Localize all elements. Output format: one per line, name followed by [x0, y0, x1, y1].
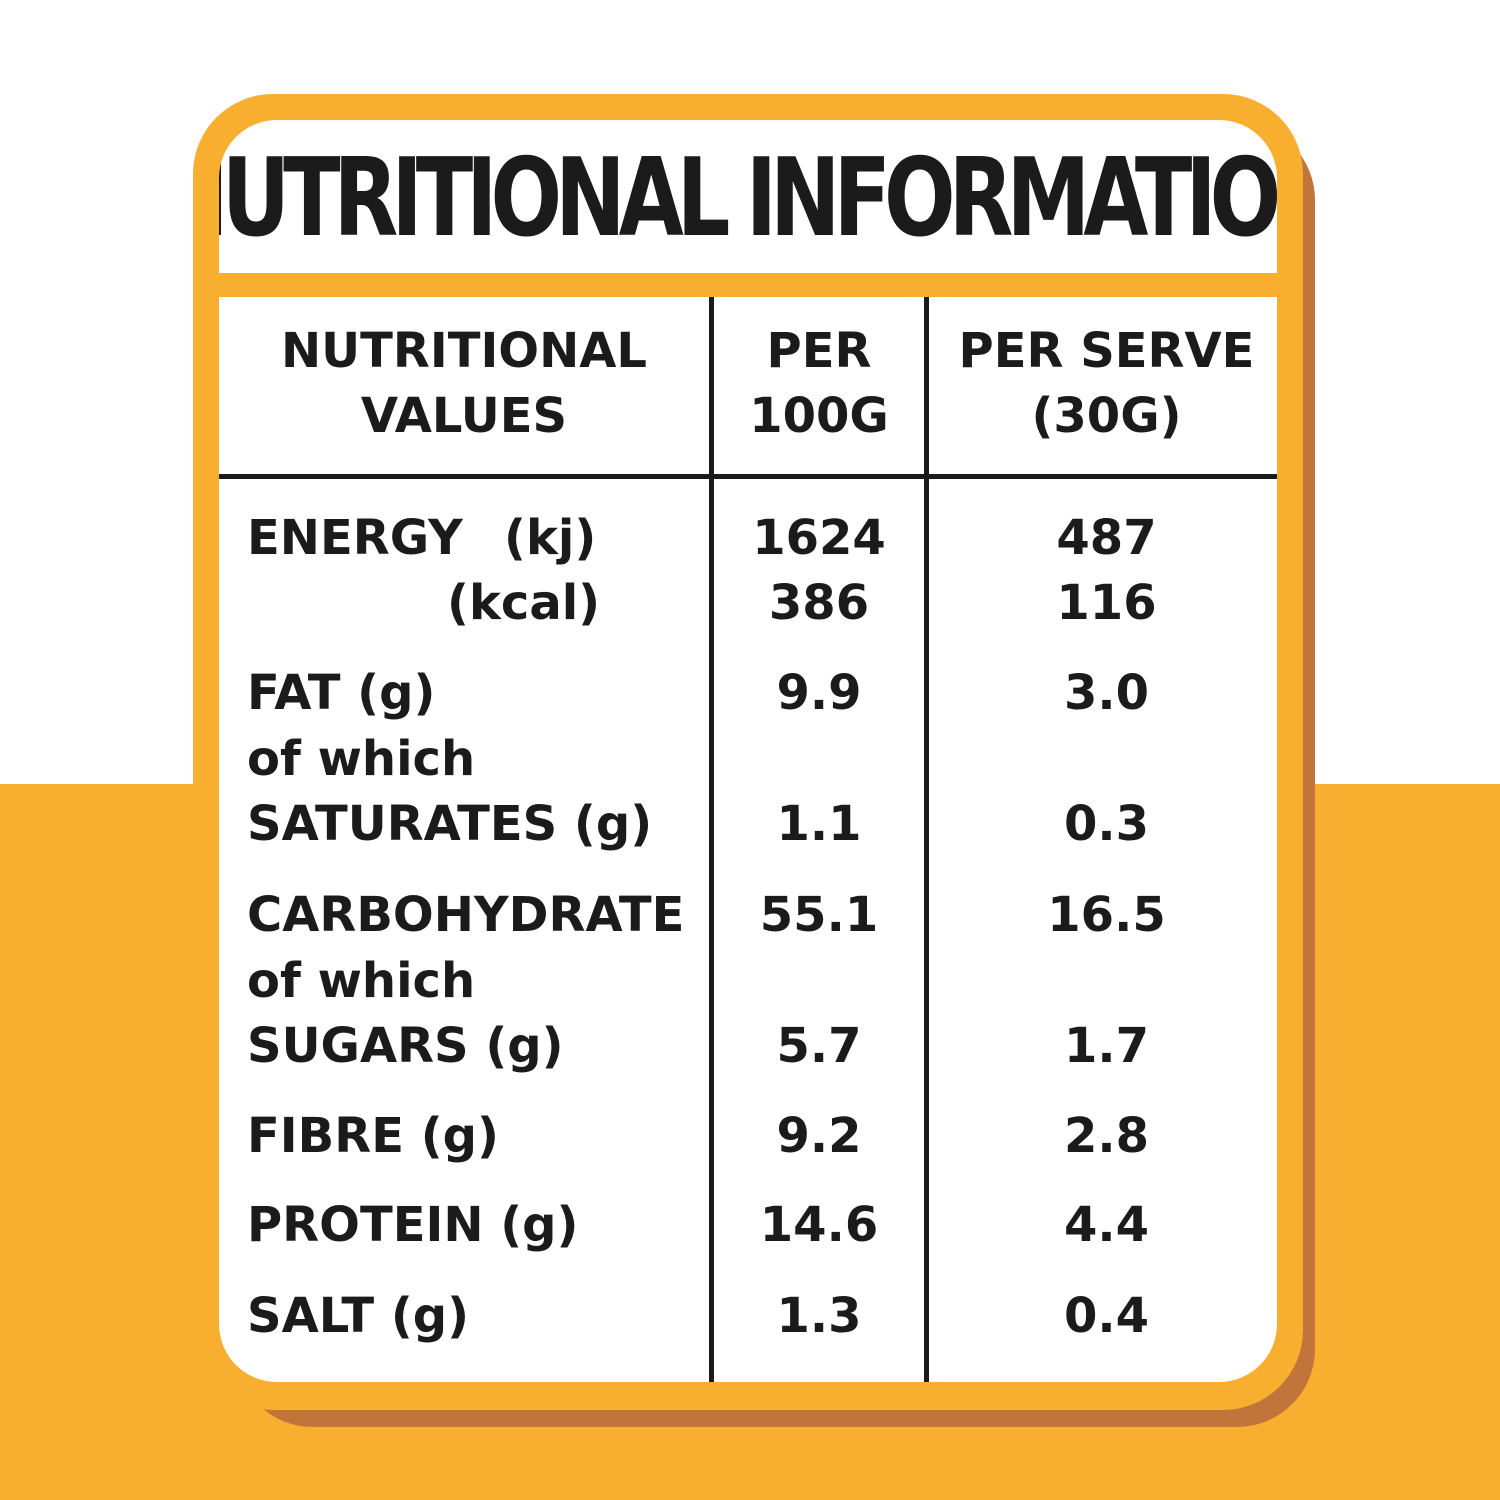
- protein-per-100g: 14.6: [759, 1197, 879, 1253]
- header-per-100g: PER 100G: [749, 323, 889, 444]
- header-per-serve: PER SERVE (30G): [958, 323, 1255, 444]
- sugars-per-serve: 1.7: [1063, 1018, 1150, 1074]
- fat-per-serve: 3.0: [1063, 665, 1150, 721]
- carbohydrate-label: CARBOHYDRATE: [247, 887, 685, 943]
- column-divider-1: [709, 297, 714, 1382]
- energy-kj-per-serve: 487: [1056, 510, 1157, 566]
- energy-kcal-per-100g: 386: [768, 575, 870, 631]
- fibre-per-serve: 2.8: [1063, 1108, 1150, 1164]
- header-divider: [219, 474, 1277, 479]
- column-divider-2: [924, 297, 929, 1382]
- saturates-per-serve: 0.3: [1063, 796, 1150, 852]
- sugars-per-100g: 5.7: [776, 1018, 862, 1074]
- saturates-label: SATURATES (g): [247, 796, 653, 852]
- protein-per-serve: 4.4: [1063, 1197, 1150, 1253]
- fibre-per-100g: 9.2: [776, 1108, 862, 1164]
- energy-kj-per-100g: 1624: [752, 510, 886, 566]
- carbohydrate-of-which: of which: [247, 953, 476, 1009]
- energy-kj-unit: (kj): [504, 510, 597, 566]
- fibre-label: FIBRE (g): [247, 1108, 499, 1164]
- carbohydrate-per-serve: 16.5: [1047, 887, 1166, 943]
- salt-per-100g: 1.3: [776, 1288, 862, 1344]
- protein-label: PROTEIN (g): [247, 1197, 579, 1253]
- fat-label: FAT (g): [247, 665, 436, 721]
- sugars-label: SUGARS (g): [247, 1018, 564, 1074]
- fat-per-100g: 9.9: [776, 665, 862, 721]
- fat-of-which: of which: [247, 731, 476, 787]
- energy-label: ENERGY: [247, 510, 463, 566]
- saturates-per-100g: 1.1: [776, 796, 862, 852]
- energy-kcal-unit: (kcal): [447, 575, 601, 631]
- header-nutritional-values: NUTRITIONAL VALUES: [280, 323, 648, 444]
- carbohydrate-per-100g: 55.1: [759, 887, 879, 943]
- energy-kcal-per-serve: 116: [1056, 575, 1157, 631]
- salt-label: SALT (g): [247, 1288, 470, 1344]
- salt-per-serve: 0.4: [1063, 1288, 1150, 1344]
- title-divider: [219, 273, 1277, 297]
